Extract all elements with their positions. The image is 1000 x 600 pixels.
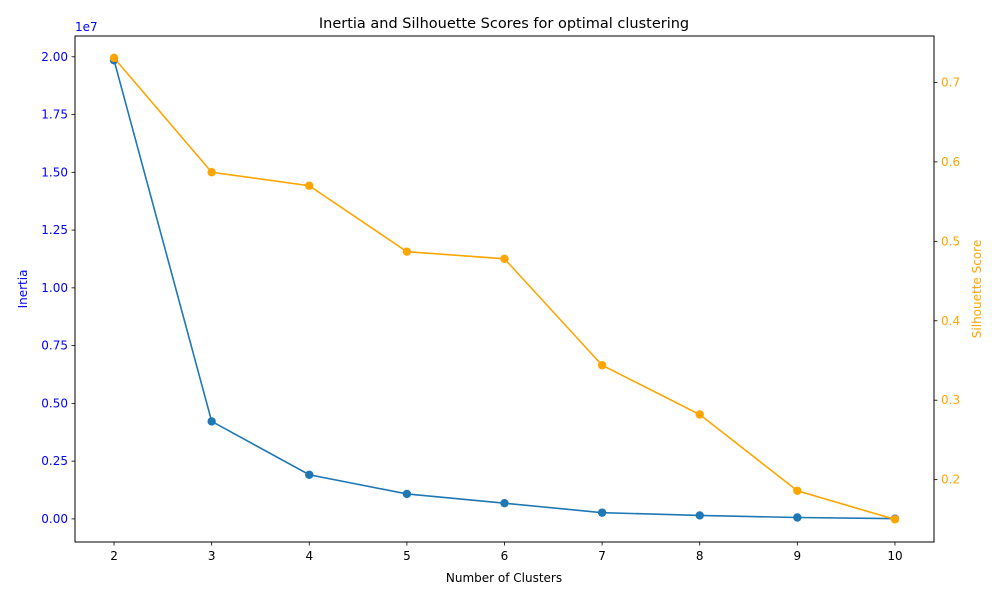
right-series-point [695,410,704,419]
y-right-tick-label: 0.5 [941,234,960,248]
x-tick-label: 5 [403,549,411,563]
right-series-point [793,486,802,495]
y-left-tick-label: 2.00 [41,50,68,64]
x-tick-label: 9 [794,549,802,563]
y-right-tick-label: 0.3 [941,393,960,407]
plot-frame [74,35,935,543]
left-series-point [793,513,802,522]
x-tick-label: 2 [110,549,118,563]
y-left-tick-label: 0.00 [41,512,68,526]
left-series [109,56,900,523]
chart-title: Inertia and Silhouette Scores for optima… [319,16,689,32]
right-series-point [305,181,314,190]
x-tick-label: 7 [598,549,606,563]
axes-layer: 2 3 4 5 6 7 8 9 10 0.00 0.25 0.50 0.75 1.00 1.25 1.50 1.… [41,50,960,563]
x-tick-label: 10 [887,549,902,563]
y-right-axis-label: Silhouette Score [970,240,984,338]
y-right-tick-label: 0.2 [941,473,960,487]
right-series-point [402,247,412,256]
right-series-line [113,57,896,521]
y-left-tick-label: 0.25 [41,454,68,468]
left-series-point [597,508,607,517]
series-layer [109,53,900,524]
y-left-tick-label: 1.25 [41,223,68,237]
x-axis-label: Number of Clusters [446,571,562,585]
y-right-tick-label: 0.6 [941,155,960,169]
y-left-offset-text: 1e7 [75,20,98,34]
left-series-point [695,511,704,520]
left-series-point [500,498,509,508]
left-series-point [402,489,412,499]
y-left-tick-label: 1.75 [41,108,68,122]
y-left-tick-label: 0.75 [41,339,68,353]
y-left-axis-label: Inertia [16,270,30,309]
right-series-point [597,361,607,370]
left-series-point [305,470,314,479]
x-tick-label: 4 [305,549,313,563]
right-series-point [207,168,216,177]
y-left-tick-label: 1.50 [41,165,68,179]
right-series-point [500,254,509,264]
left-series-line [113,60,895,520]
x-tick-label: 3 [208,549,216,563]
x-tick-label: 6 [501,549,509,563]
right-series-point [890,515,900,524]
y-left-tick-label: 1.00 [41,281,68,295]
right-series [109,53,900,524]
y-right-tick-label: 0.7 [941,75,960,89]
left-series-point [207,417,216,426]
y-right-tick-label: 0.4 [941,314,960,328]
x-tick-label: 8 [696,549,704,563]
y-left-tick-label: 0.50 [41,396,68,410]
right-series-point [109,53,119,63]
